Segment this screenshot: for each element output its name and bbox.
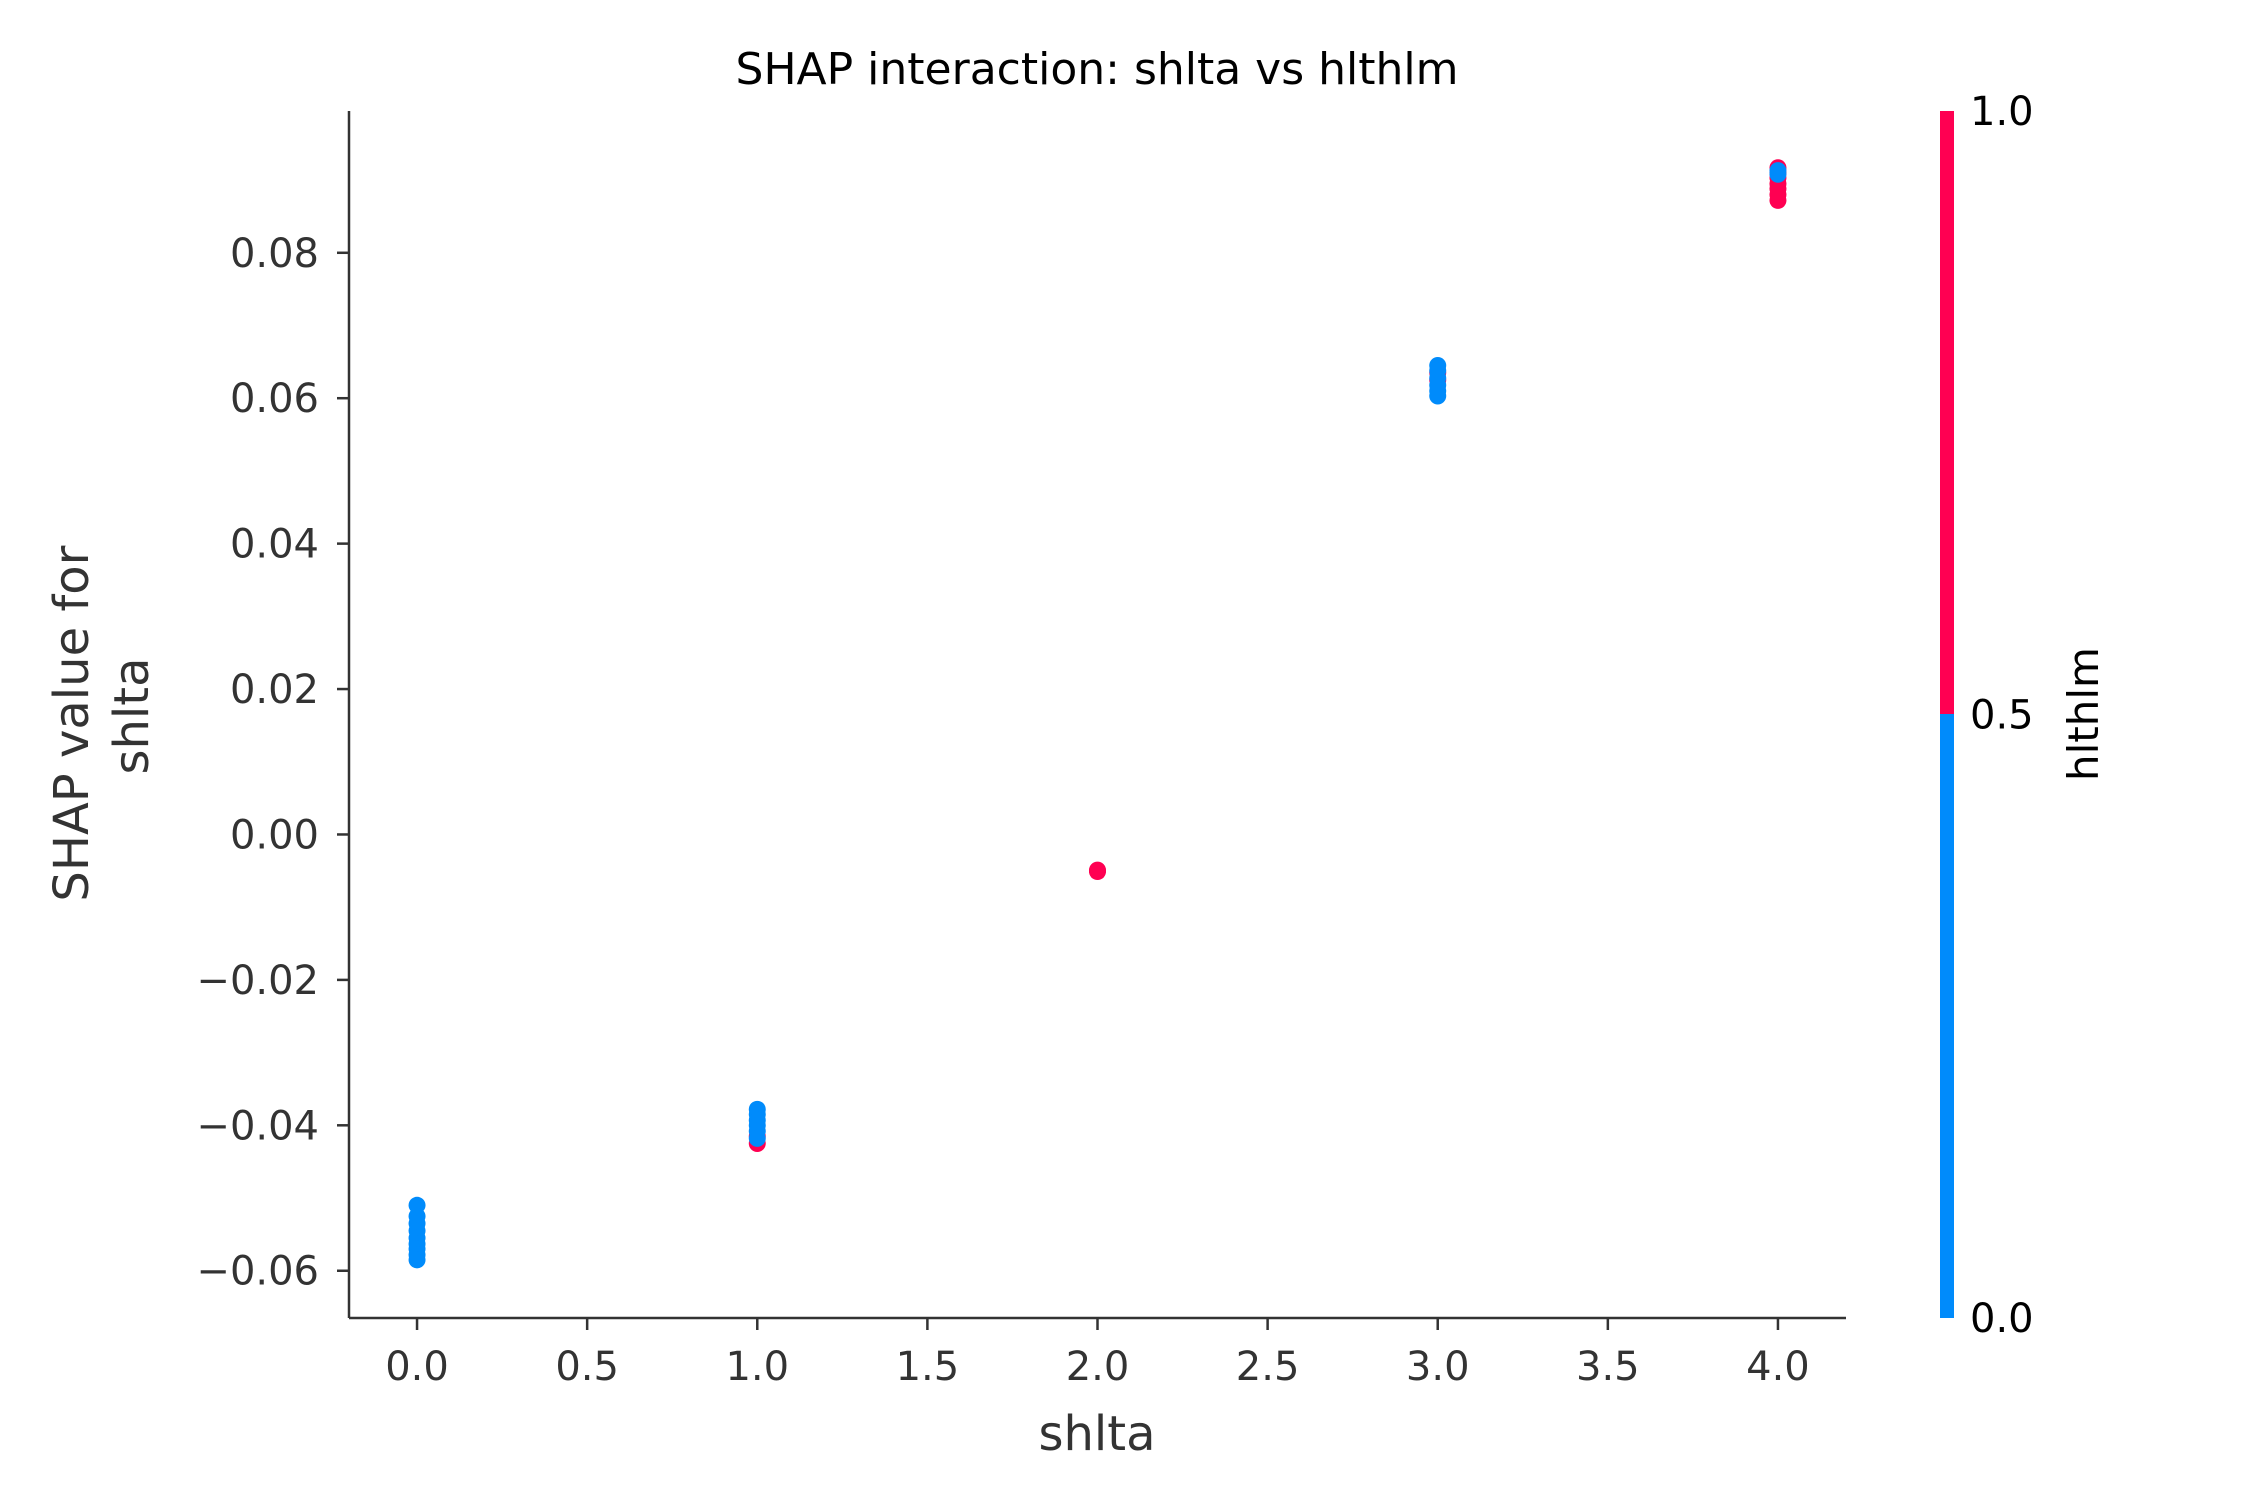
scatter-point bbox=[1769, 165, 1787, 183]
x-tick-label: 1.0 bbox=[725, 1344, 789, 1390]
y-tick-label: 0.06 bbox=[230, 376, 319, 422]
y-tick-label: 0.04 bbox=[230, 522, 319, 568]
y-axis-label-line-1: SHAP value for bbox=[44, 545, 100, 901]
x-tick-label: 0.0 bbox=[385, 1344, 449, 1390]
colorbar: 0.0 0.5 1.0 hlthlm bbox=[1940, 89, 2108, 1342]
x-tick-label: 2.0 bbox=[1066, 1344, 1130, 1390]
x-tick-label: 3.5 bbox=[1576, 1344, 1640, 1390]
x-axis-ticks: 0.0 0.5 1.0 1.5 2.0 2.5 3.0 3.5 4.0 bbox=[385, 1318, 1810, 1390]
x-tick-label: 1.5 bbox=[896, 1344, 960, 1390]
scatter-point bbox=[408, 1251, 426, 1269]
y-tick-label: 0.00 bbox=[230, 812, 319, 858]
x-axis-label: shlta bbox=[1039, 1406, 1156, 1462]
colorbar-tick-label: 0.0 bbox=[1970, 1296, 2034, 1342]
x-tick-label: 4.0 bbox=[1746, 1344, 1810, 1390]
colorbar-high-segment bbox=[1940, 111, 1954, 714]
chart-title: SHAP interaction: shlta vs hlthlm bbox=[736, 44, 1459, 95]
y-axis-ticks: −0.06 −0.04 −0.02 0.00 0.02 0.04 0.06 0.08 bbox=[196, 231, 349, 1295]
colorbar-label: hlthlm bbox=[2059, 647, 2108, 781]
y-tick-label: −0.04 bbox=[196, 1103, 319, 1149]
x-tick-label: 2.5 bbox=[1236, 1344, 1300, 1390]
scatter-point bbox=[1429, 387, 1447, 405]
colorbar-tick-label: 1.0 bbox=[1970, 89, 2034, 135]
y-tick-label: 0.02 bbox=[230, 667, 319, 713]
scatter-point bbox=[748, 1129, 766, 1147]
y-tick-label: −0.06 bbox=[196, 1249, 319, 1295]
plot-area bbox=[408, 159, 1787, 1269]
scatter-point bbox=[1089, 863, 1106, 881]
x-tick-label: 3.0 bbox=[1406, 1344, 1470, 1390]
x-tick-label: 0.5 bbox=[555, 1344, 619, 1390]
y-tick-label: −0.02 bbox=[196, 958, 319, 1004]
y-axis-label: SHAP value for shlta bbox=[44, 530, 160, 901]
y-axis-label-line-2: shlta bbox=[104, 658, 160, 775]
colorbar-tick-label: 0.5 bbox=[1970, 693, 2034, 739]
colorbar-low-segment bbox=[1940, 714, 1954, 1318]
y-tick-label: 0.08 bbox=[230, 231, 319, 277]
colorbar-ticks: 0.0 0.5 1.0 bbox=[1970, 89, 2034, 1342]
